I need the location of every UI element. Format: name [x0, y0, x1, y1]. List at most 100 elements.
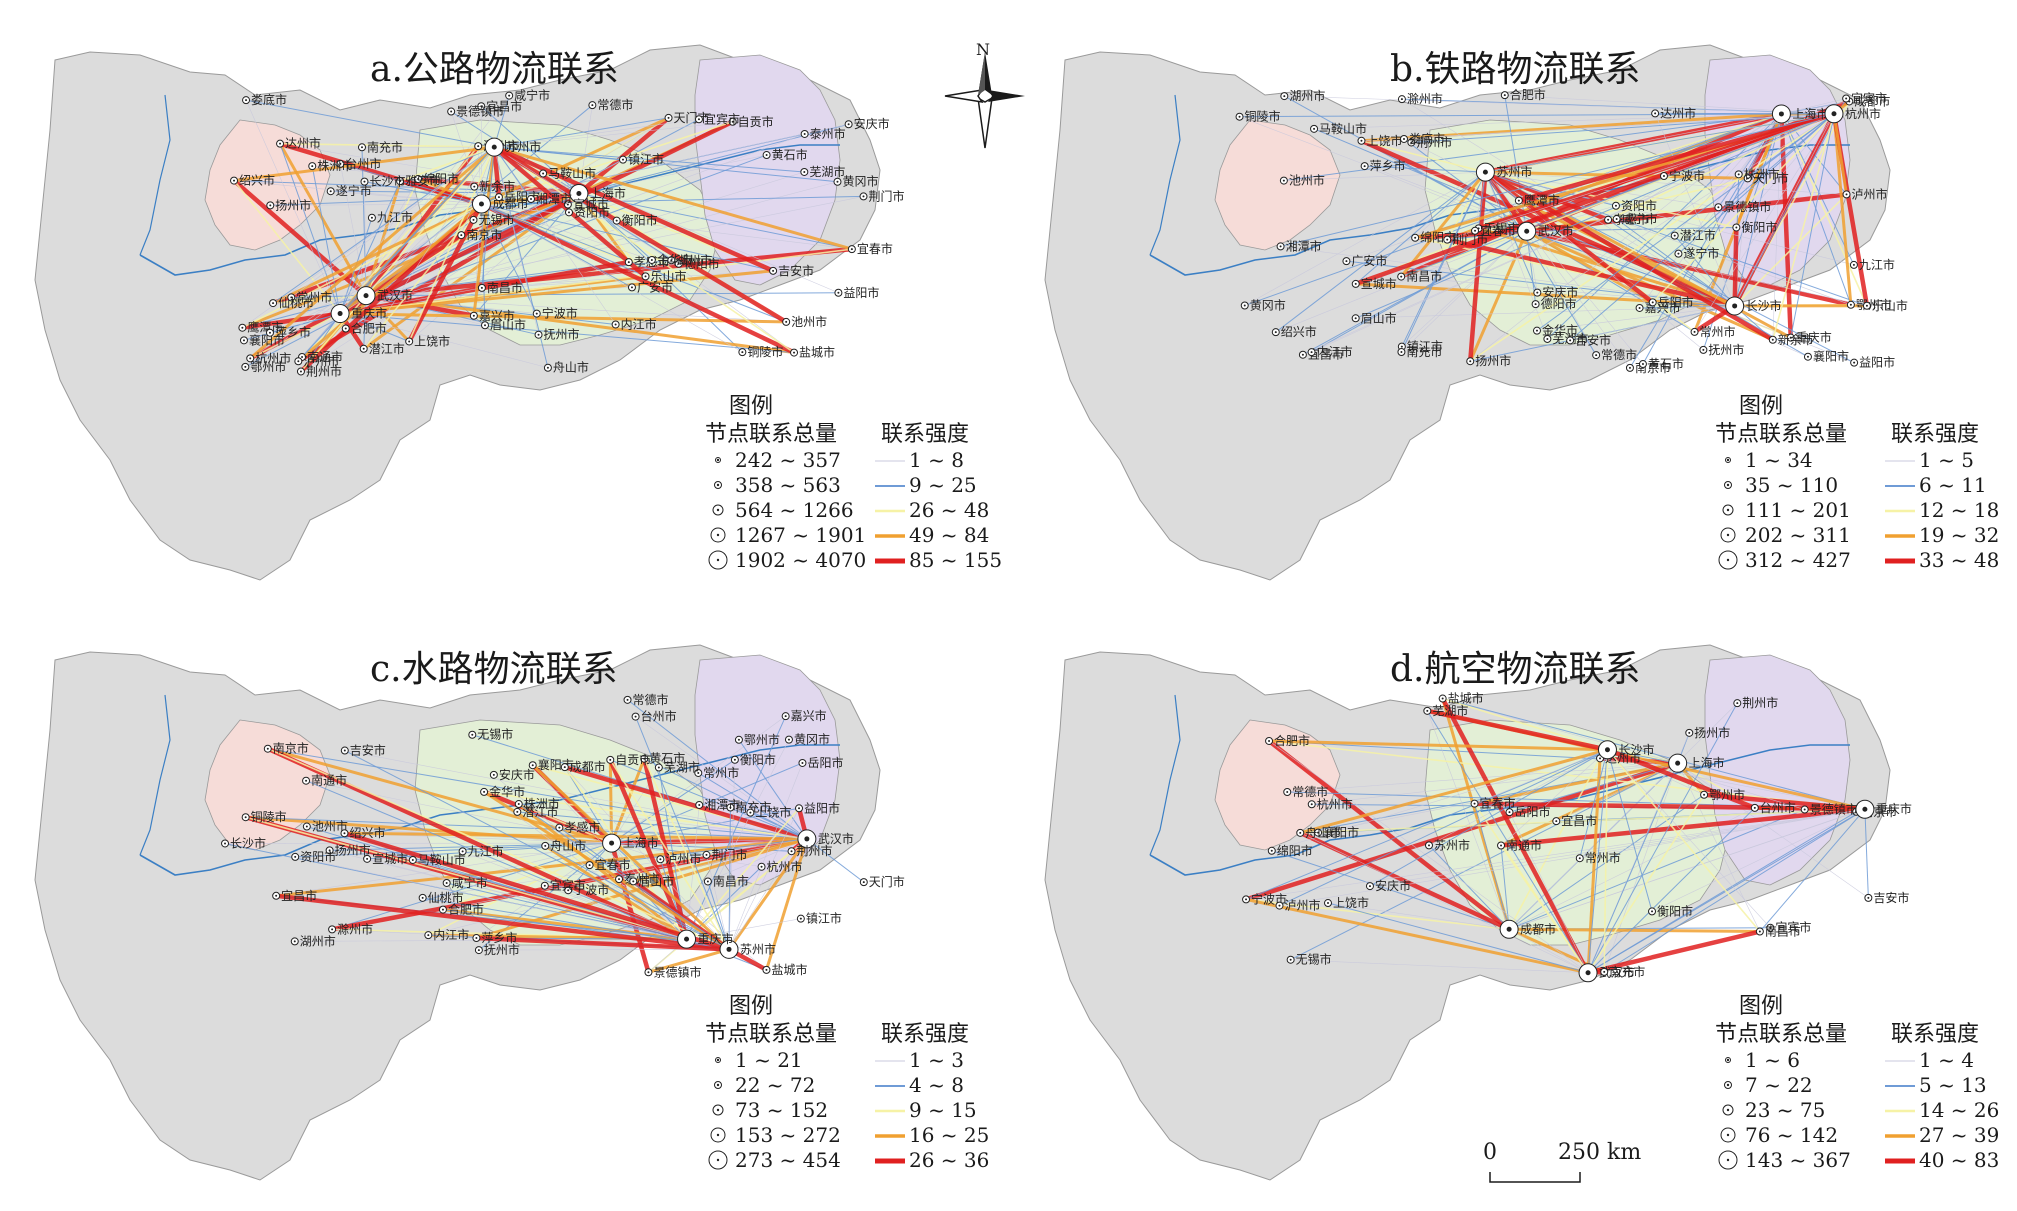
flow-link [305, 780, 687, 940]
city-node-dot [1441, 697, 1444, 700]
city-node-dot [705, 853, 708, 856]
city-node-dot [862, 881, 865, 884]
city-label: 南昌市 [487, 280, 523, 295]
flow-link [686, 739, 790, 940]
city-label: 天门市 [1753, 170, 1789, 185]
city-node-dot [450, 110, 453, 113]
city-node-dot [279, 142, 282, 145]
city-node-dot [1474, 229, 1477, 232]
flow-link [442, 908, 687, 941]
flow-link [531, 764, 731, 951]
city-label: 襄阳市 [249, 332, 285, 347]
flow-link [494, 146, 838, 183]
city-label: 长沙市 [1618, 742, 1654, 757]
flow-link [1300, 808, 1865, 834]
city-node-dot [632, 880, 635, 883]
city-node-dot [305, 825, 308, 828]
city-node-dot [760, 865, 763, 868]
city-label: 襄阳市 [538, 757, 574, 772]
flow-link [765, 838, 809, 971]
flow-link [707, 881, 730, 950]
flow-link [280, 142, 495, 148]
city-node-dot [850, 248, 853, 251]
city-label: 扬州市 [275, 197, 311, 212]
city-node-dot [244, 816, 247, 819]
city-label: 黄石市 [772, 147, 808, 162]
flow-link [1678, 113, 1835, 255]
flow-link [365, 246, 853, 298]
flow-link [480, 203, 486, 326]
flow-link [1275, 171, 1486, 333]
flow-link [493, 146, 532, 200]
flow-link [1587, 807, 1756, 974]
city-label: 台州市 [345, 156, 381, 171]
city-node-dot [618, 878, 621, 881]
flow-link [1484, 170, 1655, 305]
city-label: 嘉兴市 [479, 308, 515, 323]
city-label: 株洲市 [317, 158, 353, 173]
city-label: 绵阳市 [1277, 843, 1313, 858]
city-node-dot [301, 355, 304, 358]
city-node-dot [1546, 337, 1549, 340]
city-node-dot [659, 858, 662, 861]
city-node-dot [1289, 958, 1292, 961]
city-node-dot [790, 850, 793, 853]
flow-link [481, 203, 633, 288]
legend-title: 图例 [1739, 994, 1784, 1019]
city-label: 潜江市 [522, 804, 558, 819]
city-label: 长沙市 [369, 174, 405, 189]
flow-link [1864, 809, 1869, 898]
flow-link [1606, 749, 1761, 933]
flow-link [339, 119, 734, 316]
node-range-label: 153 ~ 272 [735, 1123, 841, 1147]
flow-link [362, 192, 580, 351]
flow-link [1569, 113, 1835, 341]
node-range-label: 35 ~ 110 [1745, 473, 1839, 497]
flow-link [648, 947, 730, 974]
city-label: 吉安市 [1575, 332, 1611, 347]
city-node-dot [1482, 169, 1488, 175]
flow-link [1603, 763, 1678, 972]
city-node-dot [244, 365, 247, 368]
flow-link [1587, 929, 1761, 975]
flow-link [1245, 749, 1608, 900]
flow-link [1677, 763, 1761, 932]
city-node-dot [337, 311, 343, 317]
flow-link [1780, 113, 1852, 305]
city-label: 内江市 [433, 927, 469, 942]
flow-link [578, 154, 767, 194]
flow-link [1469, 113, 1835, 362]
city-node-dot [591, 104, 594, 107]
city-node-dot [266, 747, 269, 750]
city-label: 鄂州市 [250, 359, 286, 374]
city-label: 上饶市 [1366, 133, 1402, 148]
city-node-dot [1400, 275, 1403, 278]
city-label: 成都市 [1854, 93, 1890, 108]
legend: 图例 节点联系总量 联系强度 1 ~ 21 22 ~ 72 73 ~ 152 153 ~ 2… [705, 988, 1025, 1198]
city-node-dot [1732, 303, 1738, 309]
panel-title: d.航空物流联系 [1390, 649, 1641, 690]
city-label: 上海市 [623, 835, 659, 850]
flow-links [1245, 697, 1869, 975]
city-node-dot [475, 937, 478, 940]
city-node-dot [445, 881, 448, 884]
flow-link [806, 838, 865, 883]
flow-link [1267, 739, 1511, 932]
city-label: 湘潭市 [704, 797, 740, 812]
city-node-dot [1599, 757, 1602, 760]
city-node-dot [1506, 926, 1512, 932]
flow-link [245, 815, 612, 845]
city-node-dot [1778, 111, 1784, 117]
city-label: 长沙市 [1746, 298, 1782, 313]
flow-link [1280, 113, 1835, 247]
city-node-dot [508, 94, 511, 97]
city-label: 乐山市 [651, 268, 687, 283]
node-range-label: 23 ~ 75 [1745, 1098, 1826, 1122]
city-label: 杭州市 [255, 350, 291, 365]
city-label: 宜昌市 [281, 888, 317, 903]
flow-link [727, 838, 809, 951]
flow-link [1484, 170, 1774, 342]
region-chengyu [1214, 119, 1341, 251]
city-label: 宁波市 [1669, 168, 1705, 183]
city-label: 荆州市 [1742, 695, 1778, 710]
